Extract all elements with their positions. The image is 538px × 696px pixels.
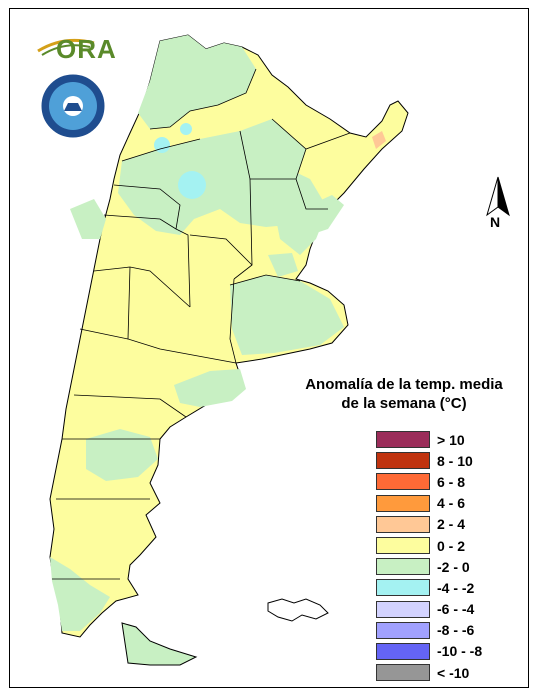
legend-item: 0 - 2: [376, 535, 482, 556]
legend-swatch: [376, 473, 430, 491]
legend-label: > 10: [437, 431, 465, 448]
legend-item: 4 - 6: [376, 493, 482, 514]
legend-swatch: [376, 600, 430, 618]
legend-label: 8 - 10: [437, 452, 473, 469]
legend-title-line1: Anomalía de la temp. media: [305, 376, 503, 393]
smn-seal-icon: [41, 74, 105, 138]
cool-zones: [50, 35, 344, 631]
legend-swatch: [376, 558, 430, 576]
north-arrow-icon: [486, 176, 510, 217]
legend-item: -6 - -4: [376, 599, 482, 620]
legend-label: -10 - -8: [437, 643, 483, 660]
ora-swoosh-icon: [37, 38, 95, 56]
legend-swatch: [376, 664, 430, 682]
legend-swatch: [376, 431, 430, 449]
legend-swatch: [376, 537, 430, 555]
legend-item: -4 - -2: [376, 577, 482, 598]
cold-zones: [154, 123, 206, 199]
legend-label: -4 - -2: [437, 579, 475, 596]
tierra-del-fuego: [121, 622, 198, 666]
legend-swatch: [376, 494, 430, 512]
legend-item: 8 - 10: [376, 450, 482, 471]
legend-items: > 10 8 - 10 6 - 8 4 - 6 2 - 4 0 - 2 -2 - 0 -4 -…: [376, 429, 482, 683]
legend-item: -2 - 0: [376, 556, 482, 577]
ora-logo: [34, 29, 114, 69]
legend-item: -10 - -8: [376, 641, 482, 662]
hot-zone-misiones: [372, 131, 386, 149]
malvinas-islands: [267, 598, 329, 622]
ora-logo-text: ORA: [56, 34, 117, 64]
legend-item: < -10: [376, 662, 482, 683]
legend-label: 0 - 2: [437, 537, 466, 554]
north-label: N: [490, 214, 501, 230]
legend-title-line2: de la semana (°C): [341, 395, 467, 412]
legend-swatch: [376, 579, 430, 597]
legend-swatch: [376, 621, 430, 639]
argentina-map: [49, 34, 409, 666]
legend-label: -6 - -4: [437, 601, 475, 618]
legend-label: 4 - 6: [437, 495, 466, 512]
legend-label: < -10: [437, 664, 470, 681]
legend: Anomalía de la temp. media de la semana …: [296, 375, 512, 682]
map-frame: ORA N Anomalía de la temp. media de la s…: [9, 8, 529, 688]
legend-item: 2 - 4: [376, 514, 482, 535]
legend-label: 2 - 4: [437, 516, 466, 533]
legend-swatch: [376, 515, 430, 533]
legend-item: > 10: [376, 429, 482, 450]
province-borders: [52, 68, 351, 580]
legend-swatch: [376, 642, 430, 660]
legend-item: -8 - -6: [376, 620, 482, 641]
legend-label: -2 - 0: [437, 558, 470, 575]
legend-label: 6 - 8: [437, 473, 466, 490]
legend-label: -8 - -6: [437, 622, 475, 639]
legend-swatch: [376, 452, 430, 470]
legend-item: 6 - 8: [376, 471, 482, 492]
